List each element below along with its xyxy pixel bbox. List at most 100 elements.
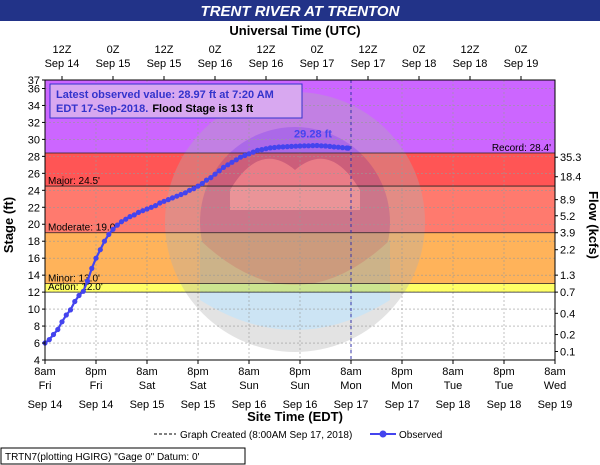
y2-tick-label: 18.4 xyxy=(560,172,581,184)
chart-title: TRENT RIVER AT TRENTON xyxy=(201,3,401,20)
bottom-tick-day: Sat xyxy=(139,380,156,392)
flood-band-4 xyxy=(45,283,555,293)
threshold-label-2: Moderate: 19.0' xyxy=(48,223,117,234)
info-line-2: EDT 17-Sep-2018. Flood Stage is 13 ft xyxy=(56,103,254,115)
threshold-label-4: Action: 12.0' xyxy=(48,282,103,293)
observed-point xyxy=(331,144,337,150)
top-tick-date: Sep 17 xyxy=(351,58,386,70)
observed-point xyxy=(254,147,261,153)
y-tick-label: 36 xyxy=(28,83,40,95)
observed-point xyxy=(165,197,171,203)
info-line-2-flood: Flood Stage is 13 ft xyxy=(152,103,253,115)
observed-point xyxy=(169,195,176,201)
top-tick-time: 0Z xyxy=(413,44,426,56)
bottom-tick-date: Sep 17 xyxy=(334,399,369,411)
observed-point xyxy=(135,209,142,215)
top-tick-time: 0Z xyxy=(107,44,120,56)
y-tick-label: 24 xyxy=(28,185,40,197)
bottom-tick-day: Wed xyxy=(544,380,566,392)
observed-point xyxy=(293,143,299,149)
observed-point xyxy=(220,164,227,170)
bottom-tick-day: Fri xyxy=(39,380,52,392)
observed-point xyxy=(263,146,269,152)
top-tick-time: 12Z xyxy=(359,44,378,56)
observed-point xyxy=(123,216,129,222)
observed-point xyxy=(216,168,222,174)
y-tick-label: 32 xyxy=(28,117,40,129)
observed-point xyxy=(310,143,316,149)
observed-point xyxy=(233,157,239,163)
y-tick-label: 28 xyxy=(28,151,40,163)
top-tick-time: 0Z xyxy=(515,44,528,56)
observed-point xyxy=(242,152,248,159)
y2-axis-title: Flow (kcfs) xyxy=(586,191,600,259)
top-tick-time: 12Z xyxy=(53,44,72,56)
observed-point xyxy=(267,145,273,151)
observed-point xyxy=(318,143,324,149)
bottom-tick-day: Tue xyxy=(444,380,463,392)
y-tick-label: 16 xyxy=(28,253,40,265)
top-tick-time: 12Z xyxy=(461,44,480,56)
observed-point xyxy=(297,143,303,149)
observed-point xyxy=(161,198,167,204)
observed-point xyxy=(259,147,265,153)
y2-tick-label: 0.2 xyxy=(560,330,575,342)
observed-point xyxy=(345,145,351,151)
y2-tick-label: 0.1 xyxy=(560,347,575,359)
chart-title-bar: TRENT RIVER AT TRENTON xyxy=(0,0,600,21)
latest-observation-box: Latest observed value: 28.97 ft at 7:20 … xyxy=(49,83,303,119)
observed-point xyxy=(203,177,210,183)
bottom-axis-title: Site Time (EDT) xyxy=(247,409,343,424)
top-tick-time: 12Z xyxy=(155,44,174,56)
observed-point xyxy=(225,162,231,168)
observed-point xyxy=(127,214,133,220)
observed-point xyxy=(208,175,214,181)
top-tick-date: Sep 19 xyxy=(504,58,539,70)
bottom-tick-time: 8pm xyxy=(391,366,412,378)
bottom-axis-ticks: 8am Fri Sep 14 8pm Fri Sep 14 8am Sat Sep 15 8pm S… xyxy=(28,360,572,411)
top-axis-title: Universal Time (UTC) xyxy=(229,23,360,38)
bottom-tick-time: 8pm xyxy=(187,366,208,378)
flood-threshold-lines: Record: 28.4' Major: 24.5' Moderate: 19.0'… xyxy=(45,80,555,360)
datum-footer-text: TRTN7(plotting HGIRG) "Gage 0" Datum: 0' xyxy=(5,452,200,463)
observed-point xyxy=(140,208,146,214)
observed-point xyxy=(76,292,82,299)
top-tick-date: Sep 15 xyxy=(96,58,131,70)
y-tick-label: 10 xyxy=(28,304,40,316)
observed-point xyxy=(174,193,180,199)
observed-point xyxy=(271,144,278,151)
threshold-label-0: Record: 28.4' xyxy=(492,143,551,154)
observed-point xyxy=(335,144,341,150)
top-tick-time: 0Z xyxy=(311,44,324,56)
observed-point xyxy=(229,159,235,165)
observed-point xyxy=(72,298,78,305)
bottom-tick-date: Sep 15 xyxy=(130,399,165,411)
info-line-1: Latest observed value: 28.97 ft at 7:20 … xyxy=(56,89,274,101)
bottom-tick-date: Sep 18 xyxy=(436,399,471,411)
observed-point xyxy=(84,278,91,284)
crest-label: 29.28 ft xyxy=(294,129,332,141)
bottom-tick-date: Sep 16 xyxy=(283,399,318,411)
bottom-tick-date: Sep 17 xyxy=(385,399,420,411)
observed-point xyxy=(276,144,282,150)
observed-point xyxy=(250,149,256,155)
observed-point xyxy=(195,183,201,189)
observed-point xyxy=(46,337,52,343)
top-tick-date: Sep 17 xyxy=(300,58,335,70)
bottom-tick-date: Sep 15 xyxy=(181,399,216,411)
observed-point xyxy=(89,265,95,271)
observed-point xyxy=(144,206,150,212)
bottom-tick-date: Sep 18 xyxy=(487,399,522,411)
bottom-tick-time: 8pm xyxy=(493,366,514,378)
y2-tick-label: 35.3 xyxy=(560,152,581,164)
observed-point xyxy=(67,307,74,313)
observed-point xyxy=(301,143,307,149)
observed-point xyxy=(148,204,154,210)
bottom-tick-day: Fri xyxy=(90,380,103,392)
observed-point xyxy=(55,326,61,333)
observed-point xyxy=(97,247,103,253)
observed-point xyxy=(157,200,163,206)
top-tick-date: Sep 16 xyxy=(249,58,284,70)
y-tick-label: 22 xyxy=(28,202,40,214)
